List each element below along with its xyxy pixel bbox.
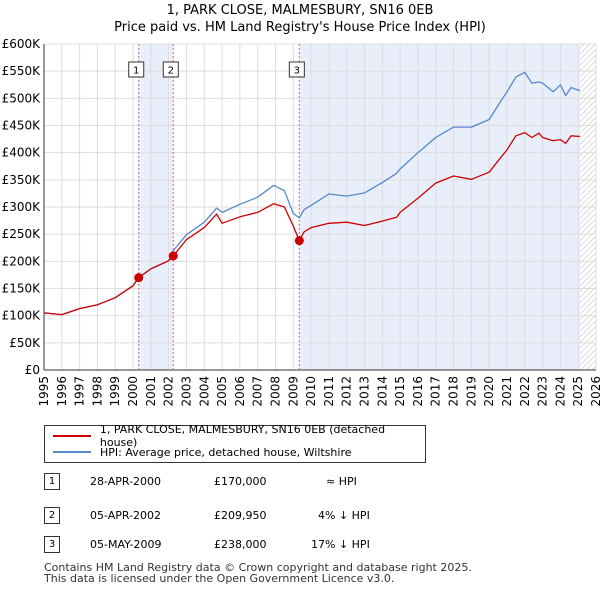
x-tick-label: 2018 — [447, 376, 461, 407]
x-tick-label: 2011 — [322, 376, 336, 407]
x-tick-label: 2019 — [464, 376, 478, 407]
x-tick-label: 2025 — [571, 376, 585, 407]
x-tick-label: 1998 — [90, 376, 104, 407]
transaction-hpi: 4% ↓ HPI — [318, 509, 370, 522]
x-tick-label: 2014 — [375, 376, 389, 407]
transaction-point — [168, 251, 178, 261]
footer-licence: This data is licensed under the Open Gov… — [44, 572, 395, 585]
y-tick-label: £100K — [2, 309, 42, 323]
transaction-date: 05-MAY-2009 — [90, 538, 162, 551]
y-tick-label: £400K — [2, 146, 42, 160]
x-tick-label: 2009 — [286, 376, 300, 407]
footer-copyright: Contains HM Land Registry data © Crown c… — [44, 561, 472, 574]
table-row: 1 28-APR-2000 £170,000 ≈ HPI — [44, 473, 424, 490]
x-tick-label: 2007 — [251, 376, 265, 407]
legend-label-property: 1, PARK CLOSE, MALMESBURY, SN16 0EB (det… — [99, 423, 386, 449]
x-tick-label: 2020 — [482, 376, 496, 407]
x-tick-label: 2021 — [500, 376, 514, 407]
x-tick-label: 2006 — [233, 376, 247, 407]
x-tick-label: 1995 — [37, 376, 51, 407]
y-tick-label: £450K — [2, 119, 42, 133]
transaction-date: 28-APR-2000 — [90, 475, 162, 488]
y-tick-label: £150K — [2, 282, 42, 296]
x-tick-label: 2001 — [144, 376, 158, 407]
transaction-hpi: ≈ HPI — [326, 475, 357, 488]
x-tick-label: 2026 — [589, 376, 600, 407]
y-tick-label: £550K — [2, 64, 42, 78]
x-tick-label: 2012 — [340, 376, 354, 407]
y-tick-label: £300K — [2, 200, 42, 214]
x-tick-label: 2013 — [358, 376, 372, 407]
transaction-price: £238,000 — [214, 538, 267, 551]
transaction-marker-label: 2 — [168, 66, 174, 77]
legend-item-hpi: HPI: Average price, detached house, Wilt… — [53, 444, 352, 460]
y-tick-label: £0 — [25, 363, 40, 377]
transaction-price: £170,000 — [214, 475, 267, 488]
transaction-point — [294, 236, 304, 246]
transaction-hpi: 17% ↓ HPI — [311, 538, 370, 551]
property-price-line — [43, 131, 580, 316]
transaction-marker-label: 3 — [294, 66, 300, 77]
x-tick-label: 2005 — [215, 376, 229, 407]
legend-item-property: 1, PARK CLOSE, MALMESBURY, SN16 0EB (det… — [53, 423, 425, 449]
x-tick-label: 1997 — [73, 376, 87, 407]
transaction-badge: 2 — [44, 507, 60, 524]
transaction-point — [134, 273, 144, 283]
price-chart: £0 £50K £100K £150K £200K £250K £300K £350K £400… — [2, 37, 600, 407]
chart-title: 1, PARK CLOSE, MALMESBURY, SN16 0EB — [166, 3, 434, 18]
x-tick-label: 2024 — [553, 376, 567, 407]
x-tick-label: 2000 — [126, 376, 140, 407]
table-row: 3 05-MAY-2009 £238,000 17% ↓ HPI — [44, 536, 424, 553]
transaction-marker-box — [288, 61, 305, 78]
chart-legend: 1, PARK CLOSE, MALMESBURY, SN16 0EB (det… — [44, 423, 426, 463]
transaction-price: £209,950 — [214, 509, 267, 522]
transaction-marker-label: 1 — [133, 66, 139, 77]
x-tick-label: 2017 — [429, 376, 443, 407]
legend-swatch-hpi — [53, 451, 91, 453]
y-tick-label: £350K — [2, 173, 42, 187]
x-tick-label: 2016 — [411, 376, 425, 407]
x-tick-label: 2022 — [518, 376, 532, 407]
transaction-badge: 3 — [44, 536, 60, 553]
x-tick-label: 2010 — [304, 376, 318, 407]
y-tick-label: £200K — [2, 254, 42, 268]
transaction-marker-box — [162, 61, 179, 78]
transaction-date: 05-APR-2002 — [90, 509, 162, 522]
table-row: 2 05-APR-2002 £209,950 4% ↓ HPI — [44, 507, 424, 524]
y-tick-label: £600K — [2, 37, 42, 51]
transaction-badge: 1 — [44, 473, 60, 490]
x-tick-label: 2002 — [162, 376, 176, 407]
transaction-marker-box — [128, 61, 145, 78]
legend-swatch-property — [53, 435, 91, 437]
x-tick-label: 1996 — [55, 376, 69, 407]
y-tick-label: £250K — [2, 227, 42, 241]
x-tick-label: 2008 — [268, 376, 282, 407]
y-tick-label: £500K — [2, 91, 42, 105]
x-tick-label: 2004 — [197, 376, 211, 407]
y-tick-label: £50K — [9, 336, 41, 350]
chart-subtitle: Price paid vs. HM Land Registry's House … — [114, 20, 486, 35]
x-tick-label: 1999 — [108, 376, 122, 407]
x-tick-label: 2015 — [393, 376, 407, 407]
x-tick-label: 2003 — [179, 376, 193, 407]
legend-label-hpi: HPI: Average price, detached house, Wilt… — [100, 445, 352, 459]
x-tick-label: 2023 — [536, 376, 550, 407]
